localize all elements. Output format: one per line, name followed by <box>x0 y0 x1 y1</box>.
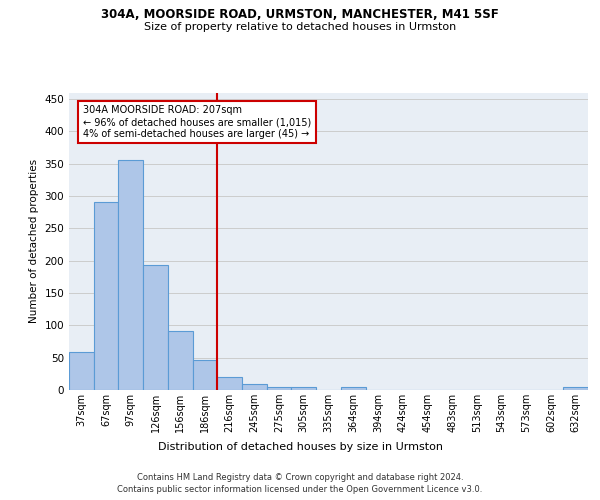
Bar <box>563 387 588 390</box>
Bar <box>143 265 168 390</box>
Text: Distribution of detached houses by size in Urmston: Distribution of detached houses by size … <box>157 442 443 452</box>
Bar <box>168 331 193 390</box>
Bar <box>69 352 94 390</box>
Bar <box>242 384 267 390</box>
Bar <box>292 387 316 390</box>
Y-axis label: Number of detached properties: Number of detached properties <box>29 159 39 324</box>
Text: 304A MOORSIDE ROAD: 207sqm
← 96% of detached houses are smaller (1,015)
4% of se: 304A MOORSIDE ROAD: 207sqm ← 96% of deta… <box>83 106 311 138</box>
Text: Contains HM Land Registry data © Crown copyright and database right 2024.: Contains HM Land Registry data © Crown c… <box>137 472 463 482</box>
Text: 304A, MOORSIDE ROAD, URMSTON, MANCHESTER, M41 5SF: 304A, MOORSIDE ROAD, URMSTON, MANCHESTER… <box>101 8 499 20</box>
Bar <box>217 377 242 390</box>
Bar <box>341 387 365 390</box>
Bar <box>267 387 292 390</box>
Bar <box>118 160 143 390</box>
Bar <box>94 202 118 390</box>
Bar <box>193 360 217 390</box>
Text: Size of property relative to detached houses in Urmston: Size of property relative to detached ho… <box>144 22 456 32</box>
Text: Contains public sector information licensed under the Open Government Licence v3: Contains public sector information licen… <box>118 485 482 494</box>
